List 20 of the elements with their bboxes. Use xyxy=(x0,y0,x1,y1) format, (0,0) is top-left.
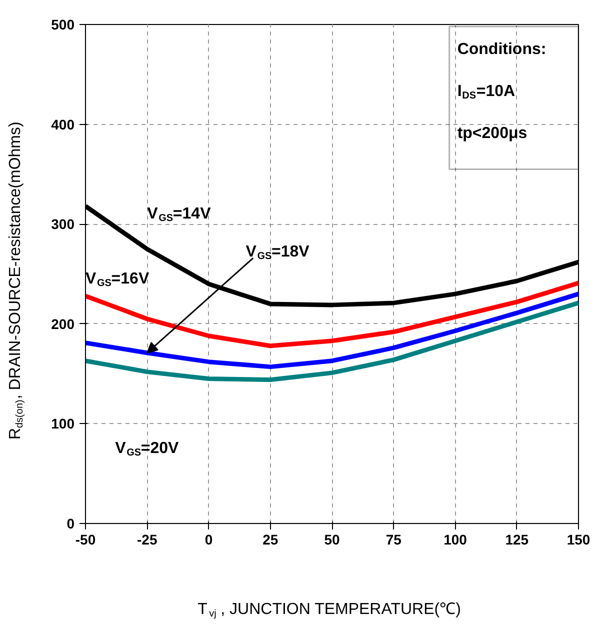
y-axis-title: Rds(on), DRAIN-SOURCE-resistance(mOhms) xyxy=(7,122,26,440)
y-tick-label: 100 xyxy=(51,416,75,432)
x-tick-label: 0 xyxy=(204,532,213,548)
line-series xyxy=(86,292,578,370)
x-tick-label: -50 xyxy=(75,532,96,548)
y-tick-label: 0 xyxy=(66,516,75,532)
x-tick-label: -25 xyxy=(137,532,158,548)
x-tick-label: 25 xyxy=(262,532,278,548)
x-tick-label: 100 xyxy=(444,532,468,548)
y-tick-label: 300 xyxy=(51,216,75,232)
y-tick-label: 500 xyxy=(51,16,75,32)
x-tick-label: 150 xyxy=(566,532,590,548)
x-tick-label: 125 xyxy=(505,532,529,548)
y-tick-label: 200 xyxy=(51,316,75,332)
line-series xyxy=(86,300,578,382)
x-tick-label: 50 xyxy=(324,532,340,548)
annotation: tp<200μs xyxy=(457,124,528,142)
annotation: Conditions: xyxy=(457,40,546,58)
x-tick-label: 75 xyxy=(386,532,402,548)
y-tick-label: 400 xyxy=(51,116,75,132)
